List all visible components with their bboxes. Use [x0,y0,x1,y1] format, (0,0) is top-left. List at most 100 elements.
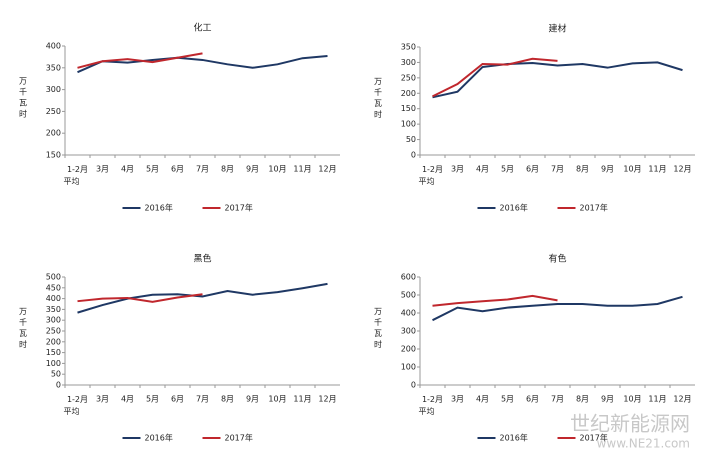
legend-label: 2016年 [145,433,173,443]
y-axis-label: 万千瓦时 [19,307,27,349]
legend-label: 2017年 [225,203,253,213]
x-tick-label: 7月 [551,165,564,174]
y-tick-label: 100 [46,359,61,368]
x-tick-label: 10月 [268,165,286,174]
x-tick-label: 1-2月平均 [419,395,444,416]
x-tick-label: 7月 [196,165,209,174]
x-tick-label: 10月 [268,395,286,404]
y-tick-label: 150 [46,348,61,357]
x-tick-label: 9月 [246,165,259,174]
x-tick-label: 11月 [293,165,311,174]
x-tick-label: 11月 [648,165,666,174]
x-tick-label: 5月 [501,165,514,174]
series-line [77,293,203,303]
legend-label: 2016年 [500,433,528,443]
y-tick-label: 200 [46,129,61,138]
x-tick-label: 8月 [576,395,589,404]
x-tick-label: 6月 [171,395,184,404]
y-tick-label: 300 [46,85,61,94]
x-tick-label: 1-2月平均 [64,165,89,186]
watermark-url: www.NE21.com [597,437,690,451]
y-tick-label: 0 [56,381,61,390]
series-line [77,55,328,74]
x-tick-label: 10月 [623,395,641,404]
x-tick-label: 6月 [526,165,539,174]
x-tick-label: 11月 [293,395,311,404]
legend-label: 2016年 [145,203,173,213]
x-tick-label: 7月 [196,395,209,404]
x-tick-label: 4月 [476,395,489,404]
y-tick-label: 400 [46,42,61,51]
y-tick-label: 300 [401,327,416,336]
y-axis-label: 万千瓦时 [19,76,27,118]
x-tick-label: 6月 [526,395,539,404]
x-tick-label: 12月 [673,165,691,174]
y-tick-label: 50 [406,135,416,144]
y-tick-label: 100 [401,120,416,129]
x-tick-label: 9月 [601,165,614,174]
x-tick-label: 11月 [648,395,666,404]
y-axis-label: 万千瓦时 [374,307,382,349]
y-tick-label: 350 [46,305,61,314]
x-tick-label: 5月 [146,395,159,404]
watermark: 世纪新能源网 [570,412,690,436]
x-tick-label: 1-2月平均 [419,165,444,186]
y-tick-label: 250 [401,73,416,82]
x-tick-label: 3月 [96,165,109,174]
y-tick-label: 0 [411,381,416,390]
y-tick-label: 350 [46,63,61,72]
y-tick-label: 450 [46,283,61,292]
legend-label: 2016年 [500,203,528,213]
x-tick-label: 8月 [221,165,234,174]
x-tick-label: 9月 [601,395,614,404]
x-tick-label: 12月 [673,395,691,404]
x-tick-label: 1-2月平均 [64,395,89,416]
chart-title: 有色 [548,253,566,265]
x-tick-label: 9月 [246,395,259,404]
y-tick-label: 100 [401,363,416,372]
x-tick-label: 4月 [476,165,489,174]
x-tick-label: 4月 [121,395,134,404]
series-line [432,294,558,307]
y-tick-label: 350 [401,43,416,52]
y-tick-label: 150 [401,104,416,113]
y-axis-label: 万千瓦时 [374,77,382,119]
x-tick-label: 10月 [623,165,641,174]
chart-title: 建材 [548,23,566,35]
series-line [432,57,558,98]
y-tick-label: 600 [401,273,416,282]
y-tick-label: 250 [46,107,61,116]
y-tick-label: 300 [401,58,416,67]
y-tick-label: 300 [46,316,61,325]
y-tick-label: 400 [46,294,61,303]
x-tick-label: 3月 [451,395,464,404]
x-tick-label: 4月 [121,165,134,174]
y-tick-label: 500 [46,273,61,282]
x-tick-label: 3月 [451,165,464,174]
x-tick-label: 5月 [501,395,514,404]
legend-label: 2017年 [580,433,608,443]
x-tick-label: 8月 [221,395,234,404]
series-line [77,52,203,69]
legend-label: 2017年 [225,433,253,443]
y-tick-label: 50 [51,370,61,379]
y-tick-label: 0 [411,151,416,160]
x-tick-label: 3月 [96,395,109,404]
series-line [432,295,683,322]
y-tick-label: 200 [46,337,61,346]
x-tick-label: 12月 [318,165,336,174]
y-tick-label: 200 [401,345,416,354]
chart-title: 化工 [193,22,211,34]
series-line [77,282,328,314]
y-tick-label: 150 [46,151,61,160]
x-tick-label: 5月 [146,165,159,174]
y-tick-label: 400 [401,309,416,318]
y-tick-label: 500 [401,291,416,300]
y-tick-label: 250 [46,327,61,336]
legend-label: 2017年 [580,203,608,213]
x-tick-label: 6月 [171,165,184,174]
y-tick-label: 200 [401,89,416,98]
x-tick-label: 8月 [576,165,589,174]
x-tick-label: 12月 [318,395,336,404]
